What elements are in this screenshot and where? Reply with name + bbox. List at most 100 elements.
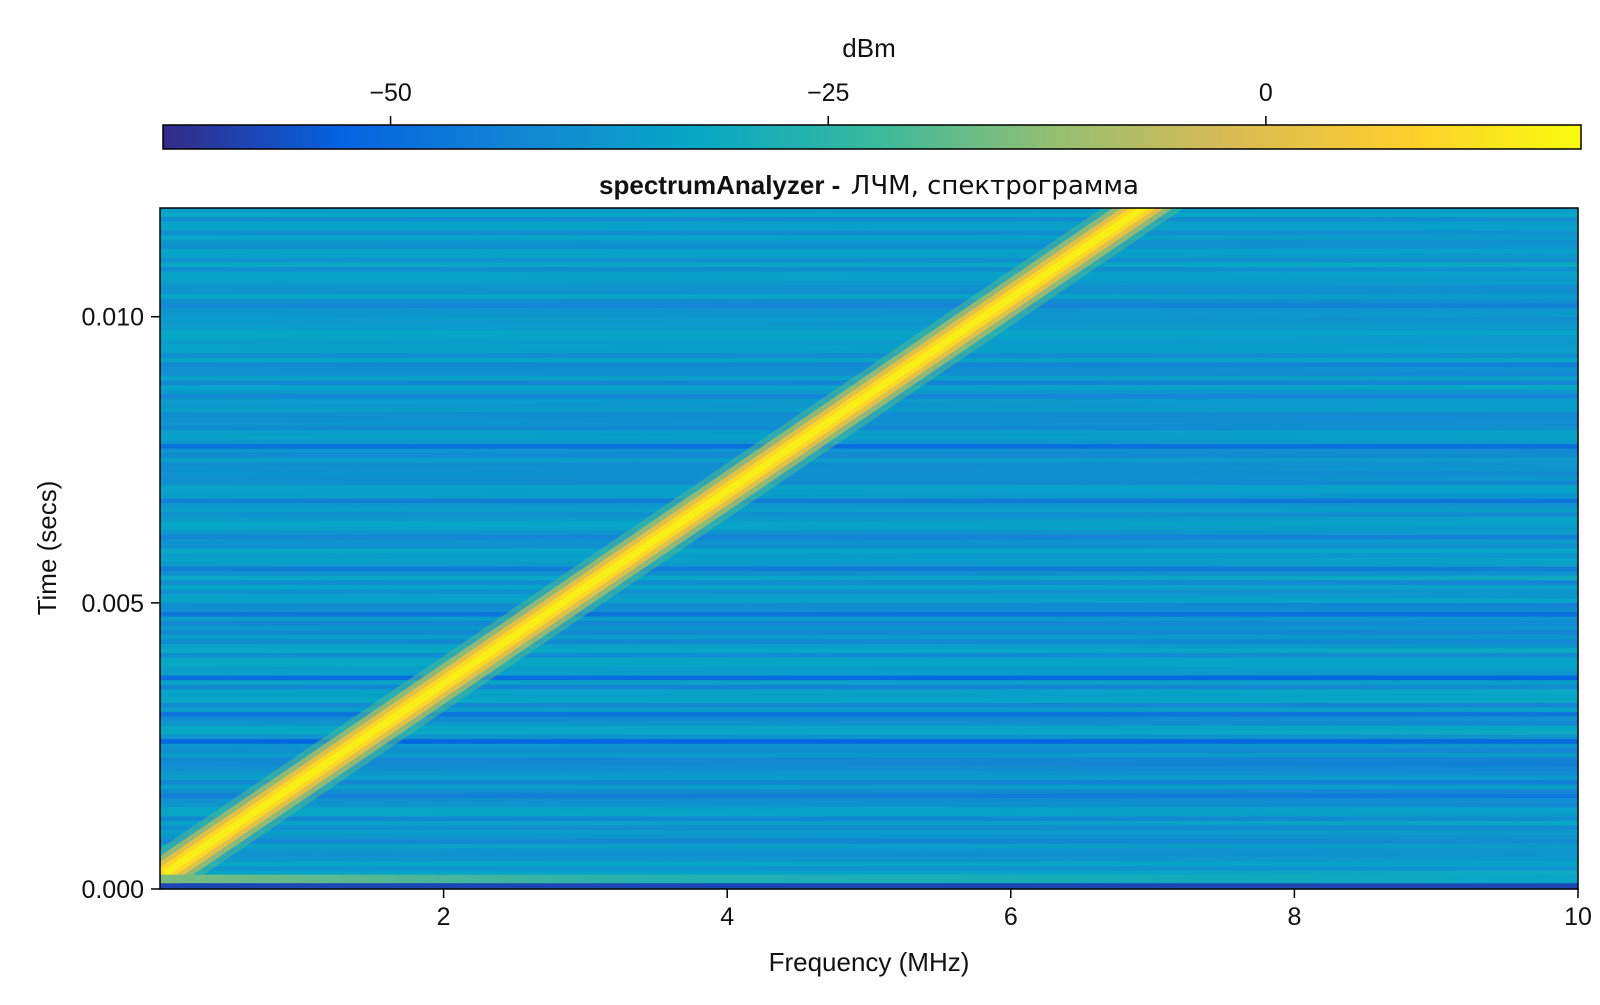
heatmap-row [160, 671, 1578, 677]
heatmap-row [160, 848, 1578, 854]
heatmap-row [160, 739, 1578, 745]
heatmap-row [160, 530, 1578, 536]
heatmap-row [160, 780, 1578, 786]
heatmap-row [160, 208, 1578, 214]
heatmap-row [160, 616, 1578, 622]
heatmap-row [160, 307, 1578, 314]
x-tick-label: 4 [720, 903, 734, 931]
heatmap-row [160, 543, 1578, 550]
heatmap-row [160, 662, 1578, 668]
heatmap-row [160, 221, 1578, 227]
heatmap-row [160, 866, 1578, 872]
heatmap-row [160, 652, 1578, 659]
heatmap-row [160, 453, 1578, 459]
heatmap-row [160, 239, 1578, 245]
chart-title: spectrumAnalyzer - ЛЧМ, спектрограмма [599, 170, 1139, 201]
heatmap-row [160, 857, 1578, 863]
heatmap-row [160, 294, 1578, 300]
heatmap-row [160, 870, 1578, 876]
heatmap-bottom-band [160, 874, 1578, 889]
heatmap-row [160, 280, 1578, 286]
heatmap-row [160, 494, 1578, 500]
heatmap-row [160, 607, 1578, 613]
heatmap-row [160, 276, 1578, 282]
heatmap-row [160, 852, 1578, 858]
y-tick-label: 0.000 [81, 876, 144, 904]
heatmap-row [160, 289, 1578, 295]
heatmap-row [160, 820, 1578, 827]
heatmap-row [160, 344, 1578, 350]
heatmap-row [160, 748, 1578, 754]
heatmap-row [160, 643, 1578, 649]
heatmap-row [160, 425, 1578, 432]
heatmap-row [160, 752, 1578, 758]
heatmap-row [160, 353, 1578, 359]
heatmap-row [160, 244, 1578, 250]
heatmap-row [160, 829, 1578, 836]
heatmap-row [160, 212, 1578, 218]
colorbar-tick-label: −25 [807, 79, 849, 107]
heatmap-row [160, 421, 1578, 427]
heatmap-row [160, 267, 1578, 273]
heatmap-row [160, 589, 1578, 595]
heatmap-row [160, 702, 1578, 708]
heatmap-row [160, 271, 1578, 277]
x-tick-label: 6 [1004, 903, 1018, 931]
heatmap-row [160, 312, 1578, 318]
heatmap-row [160, 784, 1578, 790]
colorbar-label: dBm [842, 33, 895, 63]
heatmap-row [160, 680, 1578, 686]
x-tick-label: 2 [437, 903, 451, 931]
heatmap-row [160, 843, 1578, 849]
heatmap-row [160, 757, 1578, 763]
chart-title-rest: ЛЧМ, спектрограмма [851, 171, 1139, 201]
heatmap-row [160, 516, 1578, 522]
heatmap-row [160, 725, 1578, 731]
heatmap-row [160, 775, 1578, 781]
heatmap-row [160, 761, 1578, 768]
chirp-trace [160, 208, 1185, 889]
heatmap-row [160, 521, 1578, 527]
heatmap-row [160, 634, 1578, 640]
heatmap-row [160, 462, 1578, 468]
heatmap-row [160, 707, 1578, 713]
heatmap-row [160, 457, 1578, 463]
heatmap-row [160, 335, 1578, 341]
chart-title-bold: spectrumAnalyzer - [599, 170, 840, 200]
heatmap-row [160, 571, 1578, 577]
heatmap-row [160, 430, 1578, 436]
heatmap-row-dark [160, 883, 1578, 889]
heatmap-row [160, 330, 1578, 336]
y-axis-ticks: 0.000 0.005 0.010 [81, 304, 160, 904]
heatmap-row [160, 444, 1578, 450]
heatmap-row [160, 557, 1578, 563]
heatmap-row [160, 666, 1578, 672]
colorbar-tick-label: 0 [1259, 79, 1273, 107]
chirp-line [163, 208, 1150, 876]
heatmap-row [160, 766, 1578, 772]
heatmap-row [160, 435, 1578, 441]
heatmap-row [160, 539, 1578, 545]
heatmap-row [160, 802, 1578, 808]
heatmap-row [160, 698, 1578, 704]
heatmap-row [160, 612, 1578, 618]
heatmap-row [160, 448, 1578, 454]
heatmap-row [160, 625, 1578, 631]
heatmap-row [160, 226, 1578, 232]
heatmap-row [160, 711, 1578, 718]
heatmap-row [160, 257, 1578, 264]
y-tick-label: 0.010 [81, 304, 144, 332]
heatmap-row [160, 807, 1578, 813]
heatmap-row [160, 602, 1578, 609]
heatmap-row [160, 285, 1578, 291]
heatmap-row [160, 466, 1578, 472]
heatmap-row [160, 230, 1578, 236]
y-axis-label: Time (secs) [32, 481, 62, 616]
heatmap-row [160, 648, 1578, 654]
heatmap-row [160, 235, 1578, 241]
heatmap-row [160, 743, 1578, 749]
plot-frame [159, 207, 1579, 890]
heatmap-row [160, 553, 1578, 559]
heatmap-row [160, 480, 1578, 486]
